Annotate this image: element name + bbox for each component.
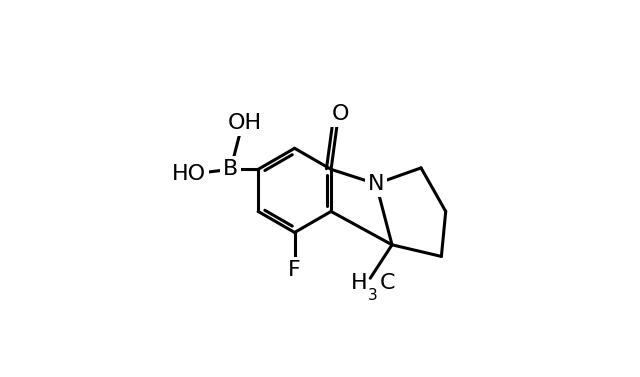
Text: F: F	[288, 260, 301, 280]
Text: N: N	[368, 174, 384, 194]
Text: 3: 3	[367, 288, 378, 303]
Text: O: O	[332, 104, 349, 124]
Text: HO: HO	[172, 164, 206, 184]
Text: B: B	[223, 159, 238, 179]
Text: OH: OH	[228, 113, 262, 133]
Text: C: C	[380, 273, 396, 293]
Text: H: H	[351, 273, 367, 293]
